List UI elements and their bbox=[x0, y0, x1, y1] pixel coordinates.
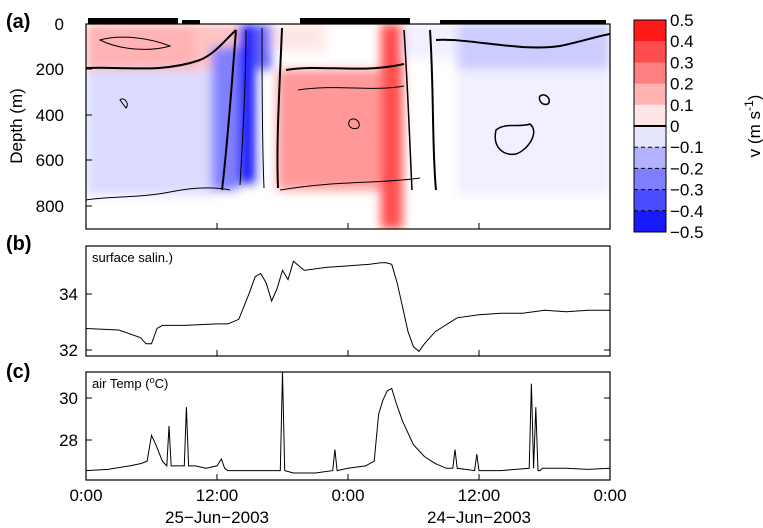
colorbar-cell-2 bbox=[634, 62, 666, 85]
x-axis: 0:00 12:00 0:00 12:00 0:00 25−Jun−2003 2… bbox=[69, 223, 627, 527]
xtick-1: 12:00 bbox=[196, 486, 239, 505]
panel-a-label: (a) bbox=[6, 11, 30, 33]
station-markers bbox=[88, 18, 606, 24]
colorbar-tick-1: 0.4 bbox=[670, 32, 694, 51]
colorbar-cell-7 bbox=[634, 168, 666, 191]
xtick-0: 0:00 bbox=[69, 486, 102, 505]
heatmap-band-4 bbox=[238, 24, 256, 184]
colorbar-tick-0: 0.5 bbox=[670, 11, 694, 30]
heatmap-band-7 bbox=[277, 69, 381, 191]
c-ytick-30: 30 bbox=[59, 389, 78, 408]
salinity-series bbox=[86, 260, 610, 353]
colorbar-cell-6 bbox=[634, 147, 666, 169]
colorbar-cell-4 bbox=[634, 104, 666, 127]
colorbar-cell-0 bbox=[634, 20, 666, 42]
panel-b: surface salin.) 34 32 bbox=[59, 245, 611, 360]
a-ytick-400: 400 bbox=[36, 106, 64, 125]
date-label-1: 25−Jun−2003 bbox=[165, 508, 269, 527]
xtick-4: 0:00 bbox=[593, 486, 626, 505]
heatmap-band-6 bbox=[271, 24, 327, 52]
a-ytick-0: 0 bbox=[55, 15, 64, 34]
a-ytick-600: 600 bbox=[36, 151, 64, 170]
panel-b-label: (b) bbox=[6, 233, 32, 255]
panel-a: 0 200 400 600 800 Depth (m) bbox=[7, 15, 611, 230]
c-inset-label: air Temp (oC) bbox=[92, 375, 168, 391]
a-ylabel: Depth (m) bbox=[7, 88, 26, 164]
b-ytick-32: 32 bbox=[59, 341, 78, 360]
colorbar-tick-9: −0.4 bbox=[670, 202, 704, 221]
colorbar-cell-8 bbox=[634, 189, 666, 212]
xtick-3: 12:00 bbox=[458, 486, 501, 505]
velocity-contours bbox=[86, 27, 610, 201]
colorbar-cell-3 bbox=[634, 83, 666, 106]
panel-a-yticks: 0 200 400 600 800 bbox=[36, 15, 92, 216]
colorbar-tick-5: 0 bbox=[670, 117, 679, 136]
c-ytick-28: 28 bbox=[59, 431, 78, 450]
colorbar-cell-9 bbox=[634, 210, 666, 233]
a-ytick-800: 800 bbox=[36, 197, 64, 216]
colorbar-tick-6: −0.1 bbox=[670, 138, 704, 157]
heatmap-band-0 bbox=[86, 24, 196, 70]
air-temp-series bbox=[86, 372, 610, 474]
colorbar-tick-4: 0.1 bbox=[670, 96, 694, 115]
date-label-2: 24−Jun−2003 bbox=[427, 508, 531, 527]
colorbar-tick-7: −0.2 bbox=[670, 159, 704, 178]
colorbar: 0.5 0.4 0.3 0.2 0.1 0 −0.1 −0.2 −0.3 −0.4 −0.5 v (… bbox=[633, 11, 763, 242]
b-inset-label: surface salin.) bbox=[92, 250, 173, 265]
colorbar-cell-1 bbox=[634, 41, 666, 63]
b-ytick-34: 34 bbox=[59, 285, 78, 304]
panel-c: air Temp (oC) 30 28 bbox=[59, 371, 611, 481]
colorbar-tick-2: 0.3 bbox=[670, 53, 694, 72]
panel-c-label: (c) bbox=[6, 361, 30, 383]
heatmap-band-1 bbox=[86, 69, 217, 195]
colorbar-tick-8: −0.3 bbox=[670, 181, 704, 200]
a-ytick-200: 200 bbox=[36, 60, 64, 79]
colorbar-cell-5 bbox=[634, 126, 666, 148]
colorbar-tick-3: 0.2 bbox=[670, 75, 694, 94]
heatmap-band-8 bbox=[380, 24, 403, 229]
xtick-2: 0:00 bbox=[331, 486, 364, 505]
colorbar-tick-10: −0.5 bbox=[670, 223, 704, 242]
heatmap-band-5 bbox=[255, 24, 272, 70]
colorbar-label: v (m s-1) bbox=[742, 95, 763, 158]
